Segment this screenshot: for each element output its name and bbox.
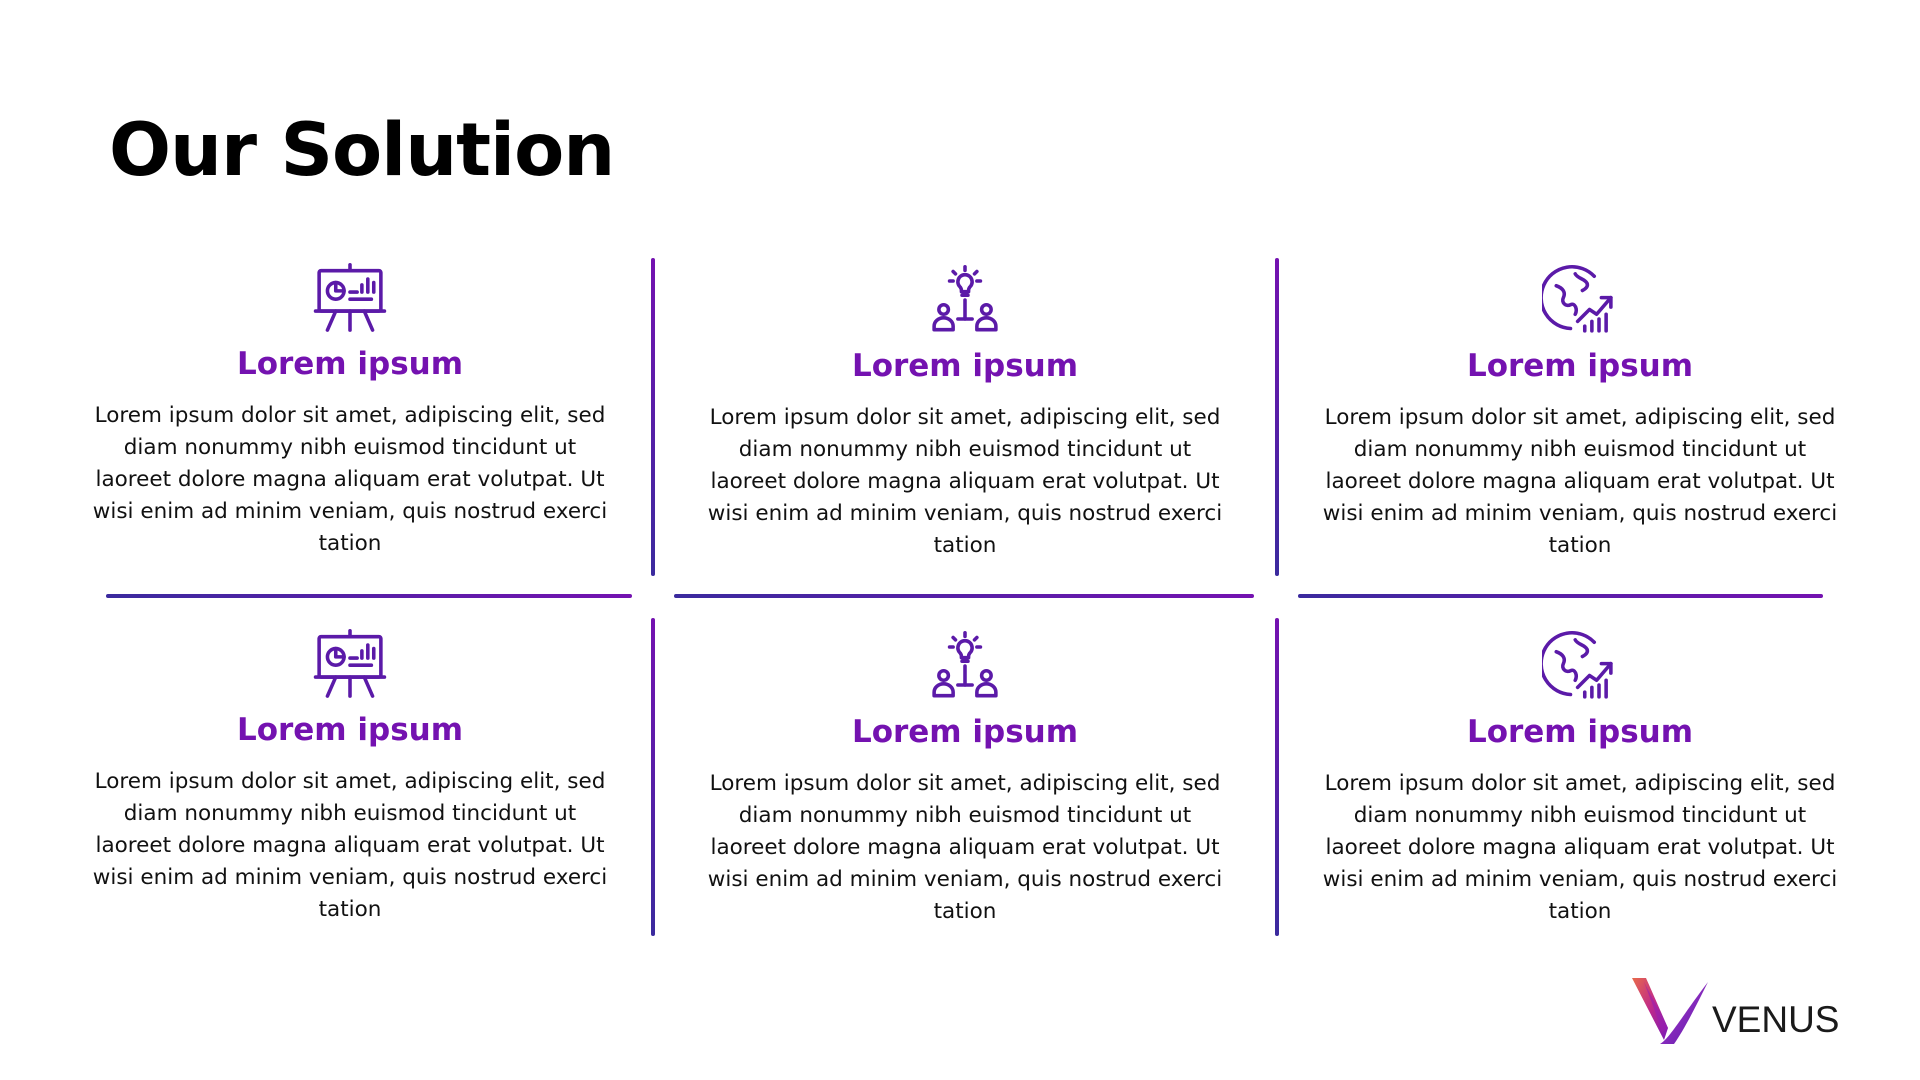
card-heading: Lorem ipsum [1466,348,1694,384]
presentation-board-icon [90,258,610,338]
card-heading: Lorem ipsum [851,348,1079,384]
card-body: Lorem ipsum dolor sit amet, adipiscing e… [707,771,1223,924]
card-heading: Lorem ipsum [236,346,464,382]
column-divider [1275,258,1279,576]
card-body: Lorem ipsum dolor sit amet, adipiscing e… [1322,771,1838,924]
team-idea-icon [705,260,1225,340]
card-body: Lorem ipsum dolor sit amet, adipiscing e… [92,769,608,922]
globe-growth-icon [1320,626,1840,706]
card-heading: Lorem ipsum [1466,714,1694,750]
solution-card: Lorem ipsum Lorem ipsum dolor sit amet, … [705,260,1225,560]
brand-name: VENUS [1712,999,1840,1040]
row-divider [106,594,632,598]
card-heading: Lorem ipsum [851,714,1079,750]
card-heading: Lorem ipsum [236,712,464,748]
row-divider [1298,594,1823,598]
card-body: Lorem ipsum dolor sit amet, adipiscing e… [707,405,1223,558]
globe-growth-icon [1320,260,1840,340]
solution-card: Lorem ipsum Lorem ipsum dolor sit amet, … [1320,626,1840,926]
solution-card: Lorem ipsum Lorem ipsum dolor sit amet, … [1320,260,1840,560]
brand-logo: VENUS [1630,978,1839,1048]
column-divider [651,618,655,936]
solution-card: Lorem ipsum Lorem ipsum dolor sit amet, … [705,626,1225,926]
presentation-board-icon [90,624,610,704]
venus-v-logo-icon [1630,978,1710,1048]
solution-card: Lorem ipsum Lorem ipsum dolor sit amet, … [90,258,610,558]
team-idea-icon [705,626,1225,706]
column-divider [1275,618,1279,936]
page-title: Our Solution [109,108,615,193]
card-body: Lorem ipsum dolor sit amet, adipiscing e… [92,403,608,556]
solution-card: Lorem ipsum Lorem ipsum dolor sit amet, … [90,624,610,924]
row-divider [674,594,1254,598]
column-divider [651,258,655,576]
card-body: Lorem ipsum dolor sit amet, adipiscing e… [1322,405,1838,558]
